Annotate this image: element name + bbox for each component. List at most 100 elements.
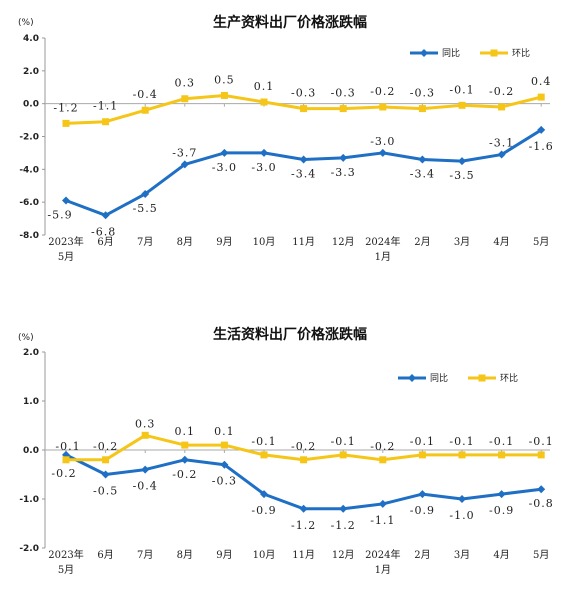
data-point-marker (260, 490, 268, 499)
data-point-marker (220, 460, 229, 469)
data-point-marker (458, 451, 466, 459)
data-label: -5.5 (133, 202, 158, 215)
data-label: -1.6 (529, 140, 554, 153)
data-point-marker (180, 455, 189, 464)
data-point-marker (260, 148, 268, 157)
data-point-marker (378, 499, 387, 508)
y-tick-label: -1.0 (19, 495, 39, 505)
x-tick-label: 10月 (253, 236, 276, 248)
x-tick-label: 5月 (58, 564, 74, 576)
data-label: 0.1 (214, 425, 235, 438)
data-label: -0.2 (489, 85, 514, 98)
data-point-marker (537, 485, 546, 494)
data-point-marker (220, 148, 229, 157)
legend-marker (420, 49, 428, 57)
chart-production-materials: 生产资料出厂价格涨跌幅 (%) 4.0 2.0 0.0 -2.0 -4.0 -6.0 -8.… (18, 14, 554, 263)
x-tick-label: 8月 (177, 236, 193, 248)
data-label: -3.0 (251, 161, 276, 174)
data-point-marker (378, 148, 387, 157)
data-point-marker (300, 456, 308, 464)
x-tick-label: 11月 (292, 236, 315, 248)
data-label: -0.2 (291, 440, 316, 453)
data-point-marker (418, 451, 426, 459)
y-tick-label: 2.0 (23, 67, 39, 77)
y-tick-label: -6.0 (19, 198, 39, 208)
data-point-marker (458, 101, 466, 109)
y-tick-label: -2.0 (19, 544, 39, 554)
x-tick-label: 12月 (332, 236, 355, 248)
data-point-marker (181, 95, 189, 103)
data-point-marker (339, 105, 347, 113)
data-label: -0.5 (93, 485, 118, 498)
data-point-marker (537, 125, 546, 134)
x-tick-label: 6月 (97, 549, 113, 561)
data-label: -5.9 (47, 209, 72, 222)
data-label: -0.1 (251, 435, 276, 448)
data-point-marker (418, 105, 426, 113)
x-tick-label: 11月 (292, 549, 315, 561)
data-label: -3.7 (172, 146, 197, 159)
data-point-marker (498, 103, 506, 111)
legend: 同比 环比 (398, 372, 518, 384)
data-point-marker (220, 441, 228, 449)
data-point-marker (379, 103, 387, 111)
data-label: 0.4 (531, 75, 552, 88)
x-tick-label: 7月 (137, 236, 153, 248)
x-tick-label: 12月 (332, 549, 355, 561)
data-label: -3.5 (449, 169, 474, 182)
y-tick-label: 1.0 (23, 397, 39, 407)
x-tick-label: 3月 (454, 236, 470, 248)
data-point-marker (299, 504, 308, 513)
legend-label: 环比 (500, 372, 518, 384)
x-tick-label: 2月 (414, 236, 430, 248)
y-tick-label: 0.0 (23, 100, 39, 110)
x-tick-label: 4月 (493, 549, 509, 561)
x-tick-label: 8月 (177, 549, 193, 561)
data-point-marker (102, 456, 110, 464)
data-point-marker (379, 456, 387, 464)
chart-title: 生活资料出厂价格涨跌幅 (213, 326, 367, 343)
data-point-marker (458, 495, 466, 503)
data-label: -0.1 (449, 83, 474, 96)
x-tick-label: 1月 (375, 564, 391, 576)
y-tick-label: -2.0 (19, 133, 39, 143)
legend: 同比 环比 (410, 47, 530, 59)
data-label: -3.0 (212, 161, 237, 174)
data-point-marker (220, 91, 228, 99)
x-tick-label: 7月 (137, 549, 153, 561)
data-label: -1.1 (93, 100, 118, 113)
data-label: -3.3 (331, 166, 356, 179)
data-label: -3.0 (370, 135, 395, 148)
data-label: -0.8 (529, 497, 554, 510)
y-tick-label: 2.0 (23, 348, 39, 358)
data-point-marker (497, 150, 506, 159)
data-point-marker (418, 155, 427, 164)
x-tick-label: 5月 (58, 251, 74, 263)
data-point-marker (339, 451, 347, 459)
data-point-marker (180, 160, 189, 169)
chart-living-materials: 生活资料出厂价格涨跌幅 (%) 2.0 1.0 0.0 -1.0 -2.0 2023年 5月… (18, 326, 554, 576)
data-point-marker (537, 451, 545, 459)
data-point-marker (141, 465, 150, 474)
data-label: -1.2 (331, 519, 356, 532)
data-label: -3.1 (489, 137, 514, 150)
data-label: -0.1 (55, 440, 80, 453)
data-label: -0.1 (331, 435, 356, 448)
data-point-marker (339, 153, 348, 162)
x-tick-label: 2023年 (48, 235, 83, 248)
legend-marker (490, 49, 498, 57)
y-tick-label: -4.0 (19, 165, 39, 175)
data-label: -6.8 (91, 225, 116, 238)
y-tick-label: 4.0 (23, 34, 39, 44)
x-tick-label: 2023年 (48, 548, 83, 561)
x-tick-label: 4月 (493, 236, 509, 248)
data-point-marker (181, 441, 189, 449)
data-label: -1.1 (370, 514, 395, 527)
data-point-marker (537, 93, 545, 101)
data-point-marker (299, 155, 308, 164)
data-label: -0.9 (410, 504, 435, 517)
data-label: -0.3 (331, 87, 356, 100)
data-point-marker (498, 451, 506, 459)
legend-marker (478, 374, 486, 382)
